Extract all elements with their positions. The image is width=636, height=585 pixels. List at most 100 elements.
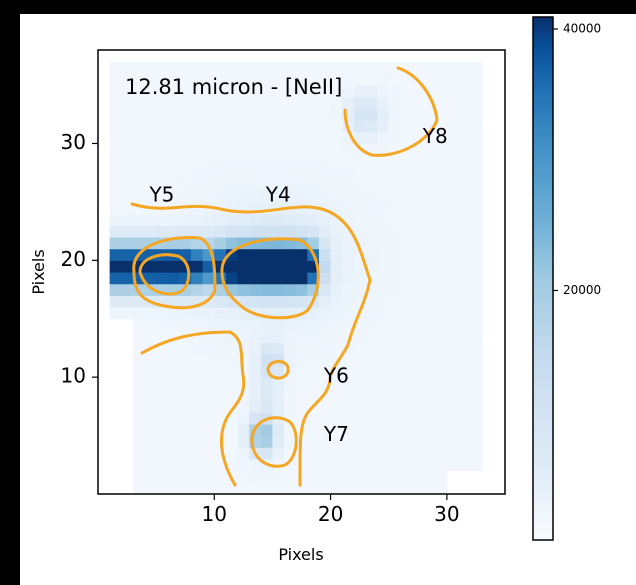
heatmap-pixel — [330, 412, 343, 425]
heatmap-pixel — [272, 248, 285, 261]
heatmap-pixel — [330, 342, 343, 355]
heatmap-pixel — [260, 178, 274, 191]
heatmap-pixel — [260, 225, 274, 238]
heatmap-pixel — [365, 225, 378, 238]
heatmap-pixel — [353, 155, 367, 168]
heatmap-pixel — [377, 353, 390, 367]
heatmap-pixel — [423, 307, 436, 320]
heatmap-pixel — [144, 166, 157, 180]
heatmap-pixel — [156, 260, 169, 273]
heatmap-pixel — [377, 482, 390, 495]
heatmap-pixel — [423, 482, 436, 495]
heatmap-pixel — [214, 61, 227, 74]
heatmap-pixel — [458, 318, 471, 332]
x-axis-label: Pixels — [278, 545, 323, 564]
heatmap-pixel — [435, 260, 448, 273]
heatmap-pixel — [307, 213, 320, 226]
heatmap-pixel — [307, 377, 320, 390]
contour-outer-left — [140, 330, 246, 487]
heatmap-pixel — [295, 330, 308, 343]
heatmap-pixel — [342, 470, 355, 483]
heatmap-pixel — [307, 353, 320, 367]
heatmap-pixel — [307, 272, 320, 285]
heatmap-pixel — [225, 120, 239, 133]
heatmap-pixel — [458, 295, 471, 308]
heatmap-pixel — [458, 365, 471, 378]
heatmap-pixel — [423, 155, 436, 168]
heatmap-pixel — [295, 260, 308, 273]
heatmap-pixel — [458, 388, 471, 402]
heatmap-pixel — [470, 248, 483, 261]
heatmap-pixel — [237, 318, 250, 332]
heatmap-pixel — [156, 412, 169, 425]
heatmap-pixel — [446, 108, 460, 121]
heatmap-pixel — [318, 73, 332, 86]
heatmap-pixel — [109, 272, 122, 285]
heatmap-pixel — [225, 318, 239, 332]
heatmap-pixel — [249, 412, 262, 425]
heatmap-pixel — [109, 201, 122, 215]
heatmap-pixel — [156, 190, 169, 203]
heatmap-pixel — [214, 143, 227, 156]
heatmap-pixel — [435, 61, 448, 74]
heatmap-pixel — [353, 61, 367, 74]
heatmap-pixel — [377, 260, 390, 273]
heatmap-pixel — [249, 342, 262, 355]
heatmap-pixel — [214, 365, 227, 378]
heatmap-pixel — [365, 61, 378, 74]
heatmap-pixel — [423, 272, 436, 285]
heatmap-pixel — [470, 225, 483, 238]
heatmap-pixel — [458, 283, 471, 296]
heatmap-pixel — [377, 318, 390, 332]
contour-outer-y4-y5 — [130, 202, 372, 487]
heatmap-pixel — [179, 342, 192, 355]
heatmap-pixel — [202, 166, 215, 180]
heatmap-pixel — [411, 143, 425, 156]
heatmap-pixel — [284, 225, 297, 238]
heatmap-pixel — [132, 120, 146, 133]
heatmap-pixel — [167, 400, 180, 413]
heatmap-pixel — [109, 248, 122, 261]
heatmap-pixel — [272, 61, 285, 74]
heatmap-pixel — [109, 61, 122, 74]
heatmap-pixel — [225, 435, 239, 448]
heatmap-pixel — [191, 470, 204, 483]
heatmap-pixel — [179, 131, 192, 145]
heatmap-pixel — [307, 225, 320, 238]
y-tick-label: 20 — [61, 247, 86, 271]
heatmap-pixel — [318, 166, 332, 180]
heatmap-pixel — [132, 225, 146, 238]
heatmap-pixel — [109, 155, 122, 168]
heatmap-pixel — [249, 272, 262, 285]
heatmap-pixel — [156, 120, 169, 133]
heatmap-pixel — [237, 61, 250, 74]
heatmap-pixel — [423, 295, 436, 308]
heatmap-pixel — [446, 248, 460, 261]
heatmap-pixel — [167, 470, 180, 483]
heatmap-pixel — [272, 155, 285, 168]
heatmap-pixel — [365, 131, 378, 145]
heatmap-pixel — [295, 272, 308, 285]
heatmap-pixel — [388, 377, 401, 390]
heatmap-pixel — [179, 143, 192, 156]
heatmap-pixel — [318, 190, 332, 203]
heatmap-pixel — [400, 120, 413, 133]
heatmap-pixel — [284, 470, 297, 483]
heatmap-pixel — [191, 96, 204, 110]
heatmap-pixel — [411, 155, 425, 168]
heatmap-pixel — [458, 307, 471, 320]
heatmap-pixel — [179, 412, 192, 425]
plot-frame — [97, 49, 506, 495]
heatmap-pixel — [307, 458, 320, 472]
heatmap-pixel — [144, 400, 157, 413]
heatmap-pixel — [214, 318, 227, 332]
heatmap-pixel — [132, 178, 146, 191]
heatmap-pixel — [225, 190, 239, 203]
heatmap-pixel — [458, 96, 471, 110]
heatmap-pixel — [318, 353, 332, 367]
heatmap-pixel — [400, 225, 413, 238]
heatmap-pixel — [400, 260, 413, 273]
heatmap-pixel — [318, 447, 332, 460]
heatmap-pixel — [237, 108, 250, 121]
heatmap-pixel — [260, 108, 274, 121]
